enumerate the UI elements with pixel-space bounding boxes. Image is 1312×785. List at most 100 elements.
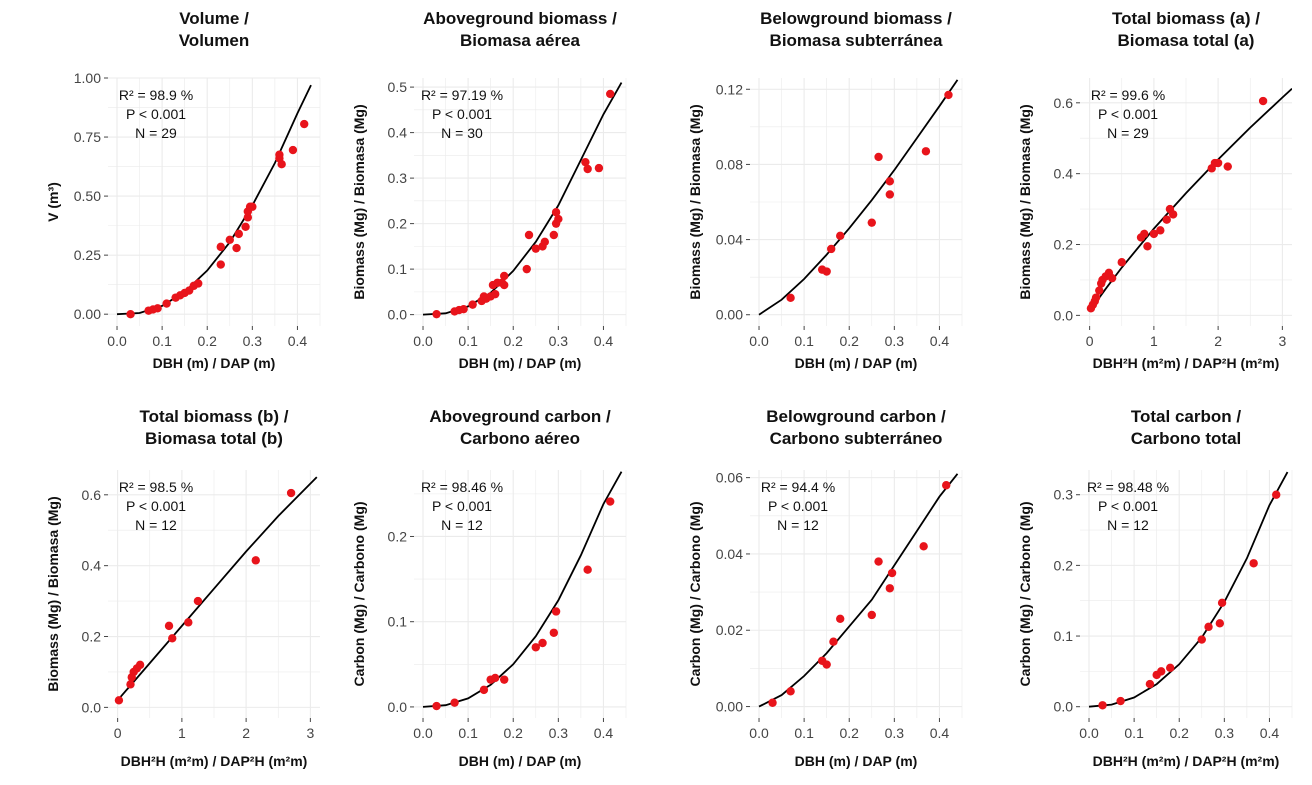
x-tick-label: 0.0 <box>749 333 769 349</box>
x-tick-label: 2 <box>1214 333 1222 349</box>
stat-annotation: R² = 98.48 % <box>1087 479 1169 495</box>
data-point <box>822 267 831 276</box>
data-point <box>164 621 174 631</box>
data-point <box>1204 622 1213 632</box>
data-point <box>1168 210 1178 219</box>
y-tick-label: 0.00 <box>716 699 743 715</box>
panel-title-line: Biomasa aérea <box>460 31 581 50</box>
x-tick-label: 0.2 <box>197 333 217 349</box>
data-point <box>522 264 531 274</box>
data-point <box>241 222 250 231</box>
data-point <box>836 231 845 241</box>
data-point <box>531 643 540 652</box>
data-point <box>225 235 234 244</box>
data-point <box>885 584 895 593</box>
x-tick-label: 0.1 <box>458 333 478 349</box>
panel-title-line: Volumen <box>179 31 250 50</box>
data-point <box>1249 559 1258 568</box>
data-point <box>126 309 135 319</box>
stat-annotation: R² = 94.4 % <box>761 479 835 495</box>
data-point <box>944 90 953 100</box>
data-point <box>594 163 604 173</box>
data-point <box>549 628 559 637</box>
y-axis-title: Carbon (Mg) / Carbono (Mg) <box>351 501 367 686</box>
data-point <box>1117 258 1126 267</box>
stat-annotation: R² = 98.9 % <box>119 87 193 103</box>
stat-annotation: P < 0.001 <box>432 498 492 514</box>
data-point <box>1197 635 1206 644</box>
y-tick-label: 1.00 <box>74 70 101 86</box>
data-point <box>232 243 241 253</box>
data-point <box>942 481 951 490</box>
gridlines <box>108 470 320 718</box>
data-points <box>768 481 951 707</box>
data-point <box>1140 229 1149 239</box>
y-axis-title: Biomass (Mg) / Biomasa (Mg) <box>45 496 61 691</box>
y-axis-title: Biomass (Mg) / Biomasa (Mg) <box>687 104 703 299</box>
x-tick-label: 0 <box>114 725 122 741</box>
x-tick-label: 0.2 <box>839 333 859 349</box>
stat-annotation: N = 29 <box>135 125 177 141</box>
x-tick-label: 0.2 <box>503 333 523 349</box>
x-tick-label: 0.1 <box>1124 725 1144 741</box>
y-tick-label: 0.3 <box>1054 487 1074 503</box>
data-point <box>921 147 931 156</box>
x-tick-label: 0.3 <box>243 333 263 349</box>
x-tick-label: 2 <box>242 725 250 741</box>
data-point <box>277 160 286 169</box>
y-tick-label: 0.2 <box>1054 237 1074 253</box>
data-point <box>551 607 561 616</box>
y-axis-title: Carbon (Mg) / Carbono (Mg) <box>1017 501 1033 686</box>
x-axis-title: DBH²H (m²m) / DAP²H (m²m) <box>1093 355 1280 371</box>
data-point <box>162 299 171 308</box>
x-tick-label: 0.0 <box>413 725 433 741</box>
data-points <box>432 89 615 319</box>
data-point <box>874 152 883 162</box>
data-point <box>286 488 296 498</box>
chart-panel-5: 0 1 2 3 0.0 0.2 0.4 0.6 Total biomass (b) / Bioma… <box>45 407 320 769</box>
y-tick-label: 0.6 <box>82 487 102 503</box>
data-point <box>300 119 309 129</box>
panel-title-line: Aboveground biomass / <box>423 9 617 28</box>
data-point <box>1258 96 1268 106</box>
data-point <box>490 289 500 299</box>
data-point <box>135 660 145 670</box>
y-tick-label: 0.4 <box>82 558 102 574</box>
y-tick-label: 0.2 <box>388 216 408 232</box>
stat-annotation: P < 0.001 <box>126 106 186 122</box>
data-point <box>867 610 876 620</box>
data-points <box>1086 96 1268 313</box>
x-tick-label: 3 <box>1278 333 1286 349</box>
y-axis-title: Biomass (Mg) / Biomasa (Mg) <box>351 104 367 299</box>
stat-annotation: N = 30 <box>441 125 483 141</box>
x-tick-label: 0.2 <box>1169 725 1189 741</box>
data-point <box>786 293 795 303</box>
data-point <box>459 304 468 314</box>
data-point <box>583 164 592 174</box>
data-point <box>479 685 489 695</box>
gridlines <box>1080 78 1292 326</box>
panel-title-line: Total biomass (a) / <box>1112 9 1260 28</box>
data-point <box>1215 619 1225 628</box>
stat-annotation: N = 12 <box>135 517 177 533</box>
data-point <box>919 542 928 551</box>
chart-panel-4: 0 1 2 3 0.0 0.2 0.4 0.6 Total biomass (a) / Bioma… <box>1017 9 1292 371</box>
data-point <box>874 557 883 566</box>
data-point <box>1098 701 1107 710</box>
x-axis-title: DBH (m) / DAP (m) <box>795 355 918 371</box>
x-tick-label: 1 <box>1150 333 1158 349</box>
data-point <box>1091 293 1101 302</box>
data-point <box>1162 215 1171 224</box>
stat-annotation: N = 12 <box>1107 517 1149 533</box>
data-point <box>468 300 477 309</box>
chart-panel-7: 0.0 0.1 0.2 0.3 0.4 0.00 0.02 0.04 0.06 Belowgrou… <box>687 407 963 769</box>
y-tick-label: 0.08 <box>716 156 743 172</box>
x-tick-label: 0.1 <box>794 725 814 741</box>
data-point <box>500 280 509 290</box>
stat-annotation: R² = 98.5 % <box>119 479 193 495</box>
y-axis-title: Carbon (Mg) / Carbono (Mg) <box>687 501 703 686</box>
x-tick-label: 0.4 <box>288 333 308 349</box>
y-tick-label: 0.0 <box>1054 307 1074 323</box>
x-axis-title: DBH (m) / DAP (m) <box>459 753 582 769</box>
panel-title-line: Carbono subterráneo <box>770 429 943 448</box>
